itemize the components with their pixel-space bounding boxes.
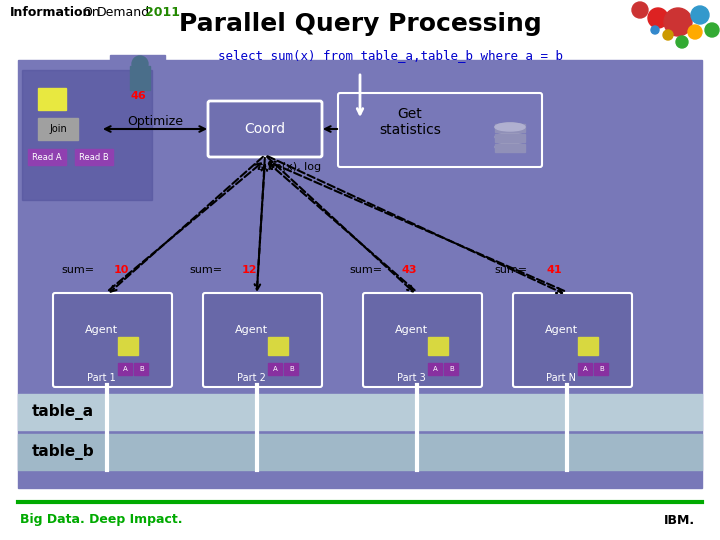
Circle shape bbox=[705, 23, 719, 37]
Text: Part 3: Part 3 bbox=[397, 373, 426, 383]
Ellipse shape bbox=[495, 123, 525, 131]
Circle shape bbox=[663, 30, 673, 40]
Bar bbox=[444, 363, 458, 375]
Bar bbox=[75, 149, 113, 165]
Text: sum=: sum= bbox=[350, 265, 383, 275]
Text: Agent: Agent bbox=[84, 325, 117, 335]
Bar bbox=[0, 0, 720, 60]
Text: Parallel Query Processing: Parallel Query Processing bbox=[179, 12, 541, 36]
Ellipse shape bbox=[495, 123, 525, 131]
FancyBboxPatch shape bbox=[513, 293, 632, 387]
Text: select sum(x) from table_a,table_b where a = b: select sum(x) from table_a,table_b where… bbox=[217, 50, 562, 63]
Text: 2011: 2011 bbox=[145, 5, 180, 18]
Circle shape bbox=[676, 36, 688, 48]
FancyBboxPatch shape bbox=[208, 101, 322, 157]
Text: A: A bbox=[123, 366, 127, 372]
Text: B: B bbox=[289, 366, 294, 372]
Bar bbox=[284, 363, 298, 375]
Bar bbox=[118, 363, 132, 375]
Bar bbox=[578, 337, 598, 355]
FancyBboxPatch shape bbox=[53, 293, 172, 387]
Text: A: A bbox=[583, 366, 588, 372]
Text: Demand: Demand bbox=[97, 5, 150, 18]
FancyBboxPatch shape bbox=[338, 93, 542, 167]
Text: Big Data. Deep Impact.: Big Data. Deep Impact. bbox=[20, 514, 182, 526]
Text: Agent: Agent bbox=[395, 325, 428, 335]
Circle shape bbox=[132, 56, 148, 72]
Bar bbox=[130, 66, 150, 90]
Text: Optimize: Optimize bbox=[127, 116, 183, 129]
Text: B: B bbox=[599, 366, 603, 372]
Bar bbox=[110, 55, 165, 110]
Text: A: A bbox=[433, 366, 438, 372]
Text: Get
statistics: Get statistics bbox=[379, 107, 441, 137]
Bar bbox=[118, 337, 138, 355]
Text: sum=: sum= bbox=[62, 265, 95, 275]
Text: 10: 10 bbox=[113, 265, 129, 275]
Text: Agent: Agent bbox=[235, 325, 268, 335]
FancyBboxPatch shape bbox=[203, 293, 322, 387]
Bar bbox=[495, 144, 525, 152]
Ellipse shape bbox=[495, 133, 525, 141]
Text: Read A: Read A bbox=[32, 152, 62, 161]
Bar bbox=[38, 118, 78, 140]
Text: A: A bbox=[273, 366, 278, 372]
Bar bbox=[18, 60, 702, 488]
Circle shape bbox=[664, 8, 692, 36]
Text: 12: 12 bbox=[241, 265, 257, 275]
Bar bbox=[18, 394, 702, 430]
Bar bbox=[594, 363, 608, 375]
Text: table_b: table_b bbox=[32, 444, 94, 460]
Ellipse shape bbox=[495, 143, 525, 151]
Circle shape bbox=[651, 26, 659, 34]
Text: Part N: Part N bbox=[546, 373, 576, 383]
Text: Read B: Read B bbox=[79, 152, 109, 161]
Bar bbox=[269, 363, 282, 375]
Bar bbox=[22, 70, 152, 200]
Bar bbox=[38, 88, 66, 110]
Text: IBM.: IBM. bbox=[664, 514, 695, 526]
Text: Join: Join bbox=[49, 124, 67, 134]
Text: table_a: table_a bbox=[32, 404, 94, 420]
Bar bbox=[18, 434, 702, 470]
Circle shape bbox=[688, 25, 702, 39]
Circle shape bbox=[691, 6, 709, 24]
Text: sum(x), log: sum(x), log bbox=[258, 162, 322, 172]
Text: Part 2: Part 2 bbox=[237, 373, 266, 383]
Circle shape bbox=[648, 8, 668, 28]
Bar bbox=[495, 124, 525, 132]
Text: Information: Information bbox=[10, 5, 92, 18]
Text: 41: 41 bbox=[546, 265, 562, 275]
Bar bbox=[28, 149, 66, 165]
Text: sum=: sum= bbox=[190, 265, 223, 275]
Bar bbox=[578, 363, 593, 375]
Bar bbox=[428, 363, 442, 375]
Bar bbox=[269, 337, 288, 355]
Text: Coord: Coord bbox=[244, 122, 286, 136]
Text: 43: 43 bbox=[401, 265, 417, 275]
Bar bbox=[428, 337, 449, 355]
Bar bbox=[495, 134, 525, 142]
Circle shape bbox=[632, 2, 648, 18]
Text: B: B bbox=[449, 366, 454, 372]
Text: Agent: Agent bbox=[544, 325, 577, 335]
Text: Part 1: Part 1 bbox=[86, 373, 115, 383]
Text: B: B bbox=[139, 366, 143, 372]
FancyBboxPatch shape bbox=[363, 293, 482, 387]
Bar bbox=[0, 492, 720, 540]
Text: 46: 46 bbox=[130, 91, 146, 101]
Text: On: On bbox=[82, 5, 100, 18]
Bar bbox=[134, 363, 148, 375]
Text: sum=: sum= bbox=[495, 265, 528, 275]
